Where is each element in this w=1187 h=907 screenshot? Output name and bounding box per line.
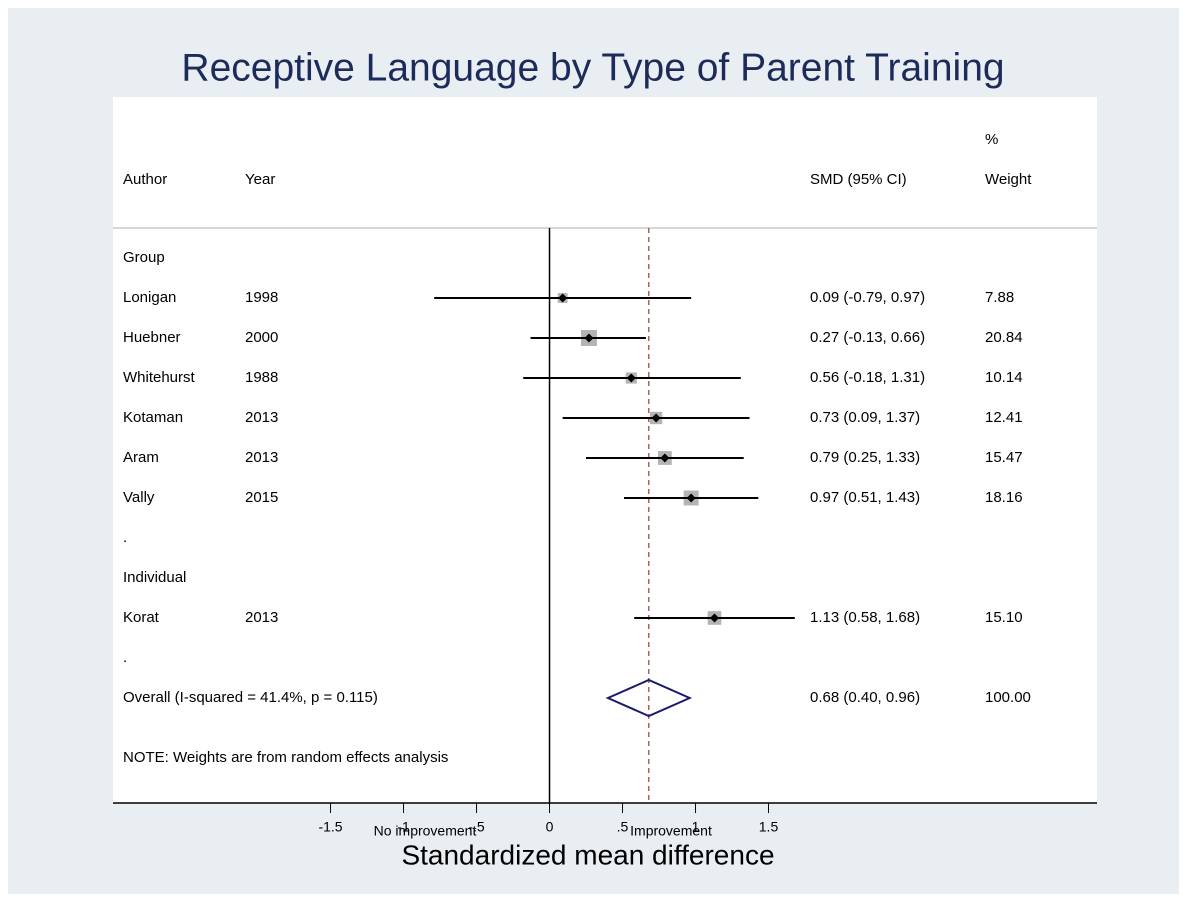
point-estimate — [626, 373, 636, 383]
spacer: . — [123, 649, 127, 666]
header: Weight — [985, 171, 1032, 188]
x-tick-label: 0 — [546, 819, 554, 835]
header: SMD (95% CI) — [810, 171, 907, 188]
ci-label: 0.79 (0.25, 1.33) — [810, 449, 920, 466]
year: 2013 — [245, 409, 278, 426]
point-estimate — [709, 613, 719, 623]
year: 2013 — [245, 449, 278, 466]
x-tick-label: .5 — [617, 819, 629, 835]
point-estimate — [651, 413, 661, 423]
weight-label: 7.88 — [985, 289, 1014, 306]
year: 2013 — [245, 609, 278, 626]
ci-label: 0.68 (0.40, 0.96) — [810, 689, 920, 706]
weight-label: 18.16 — [985, 489, 1023, 506]
point-estimate — [660, 453, 670, 463]
right-note: Improvement — [630, 823, 712, 839]
plot-panel — [113, 97, 1097, 803]
point-estimate — [558, 293, 568, 303]
ci-label: 0.27 (-0.13, 0.66) — [810, 329, 925, 346]
header: % — [985, 131, 998, 148]
year: 2015 — [245, 489, 278, 506]
x-tick-label: -.5 — [468, 819, 485, 835]
author: Lonigan — [123, 289, 176, 306]
weight-label: 20.84 — [985, 329, 1023, 346]
spacer: . — [123, 529, 127, 546]
author: Huebner — [123, 329, 181, 346]
ci-label: 0.09 (-0.79, 0.97) — [810, 289, 925, 306]
header: Author — [123, 171, 167, 188]
author: Whitehurst — [123, 369, 196, 386]
left-note: No improvement — [374, 823, 477, 839]
ci-label: 1.13 (0.58, 1.68) — [810, 609, 920, 626]
ci-label: 0.97 (0.51, 1.43) — [810, 489, 920, 506]
x-tick-label: -1.5 — [318, 819, 342, 835]
author: Korat — [123, 609, 160, 626]
chart-title: Receptive Language by Type of Parent Tra… — [181, 46, 1004, 89]
weight-label: 10.14 — [985, 369, 1023, 386]
weight-label: 15.47 — [985, 449, 1023, 466]
overall-diamond — [605, 678, 693, 718]
group-label: Individual — [123, 569, 186, 586]
group-label: Group — [123, 249, 165, 266]
x-tick-label: -1 — [397, 819, 410, 835]
ci-label: 0.56 (-0.18, 1.31) — [810, 369, 925, 386]
author: Aram — [123, 449, 159, 466]
year: 1988 — [245, 369, 278, 386]
weight-label: 12.41 — [985, 409, 1023, 426]
weight-label: 100.00 — [985, 689, 1031, 706]
overall-label: Overall (I-squared = 41.4%, p = 0.115) — [123, 689, 378, 706]
x-tick-label: 1 — [692, 819, 700, 835]
x-axis-label: Standardized mean difference — [401, 839, 774, 870]
year: 2000 — [245, 329, 278, 346]
weight-label: 15.10 — [985, 609, 1023, 626]
ci-label: 0.73 (0.09, 1.37) — [810, 409, 920, 426]
note: NOTE: Weights are from random effects an… — [123, 749, 448, 766]
header: Year — [245, 171, 275, 188]
author: Kotaman — [123, 409, 183, 426]
point-estimate — [584, 333, 594, 343]
author: Vally — [123, 489, 155, 506]
point-estimate — [686, 493, 696, 503]
x-tick-label: 1.5 — [759, 819, 779, 835]
year: 1998 — [245, 289, 278, 306]
